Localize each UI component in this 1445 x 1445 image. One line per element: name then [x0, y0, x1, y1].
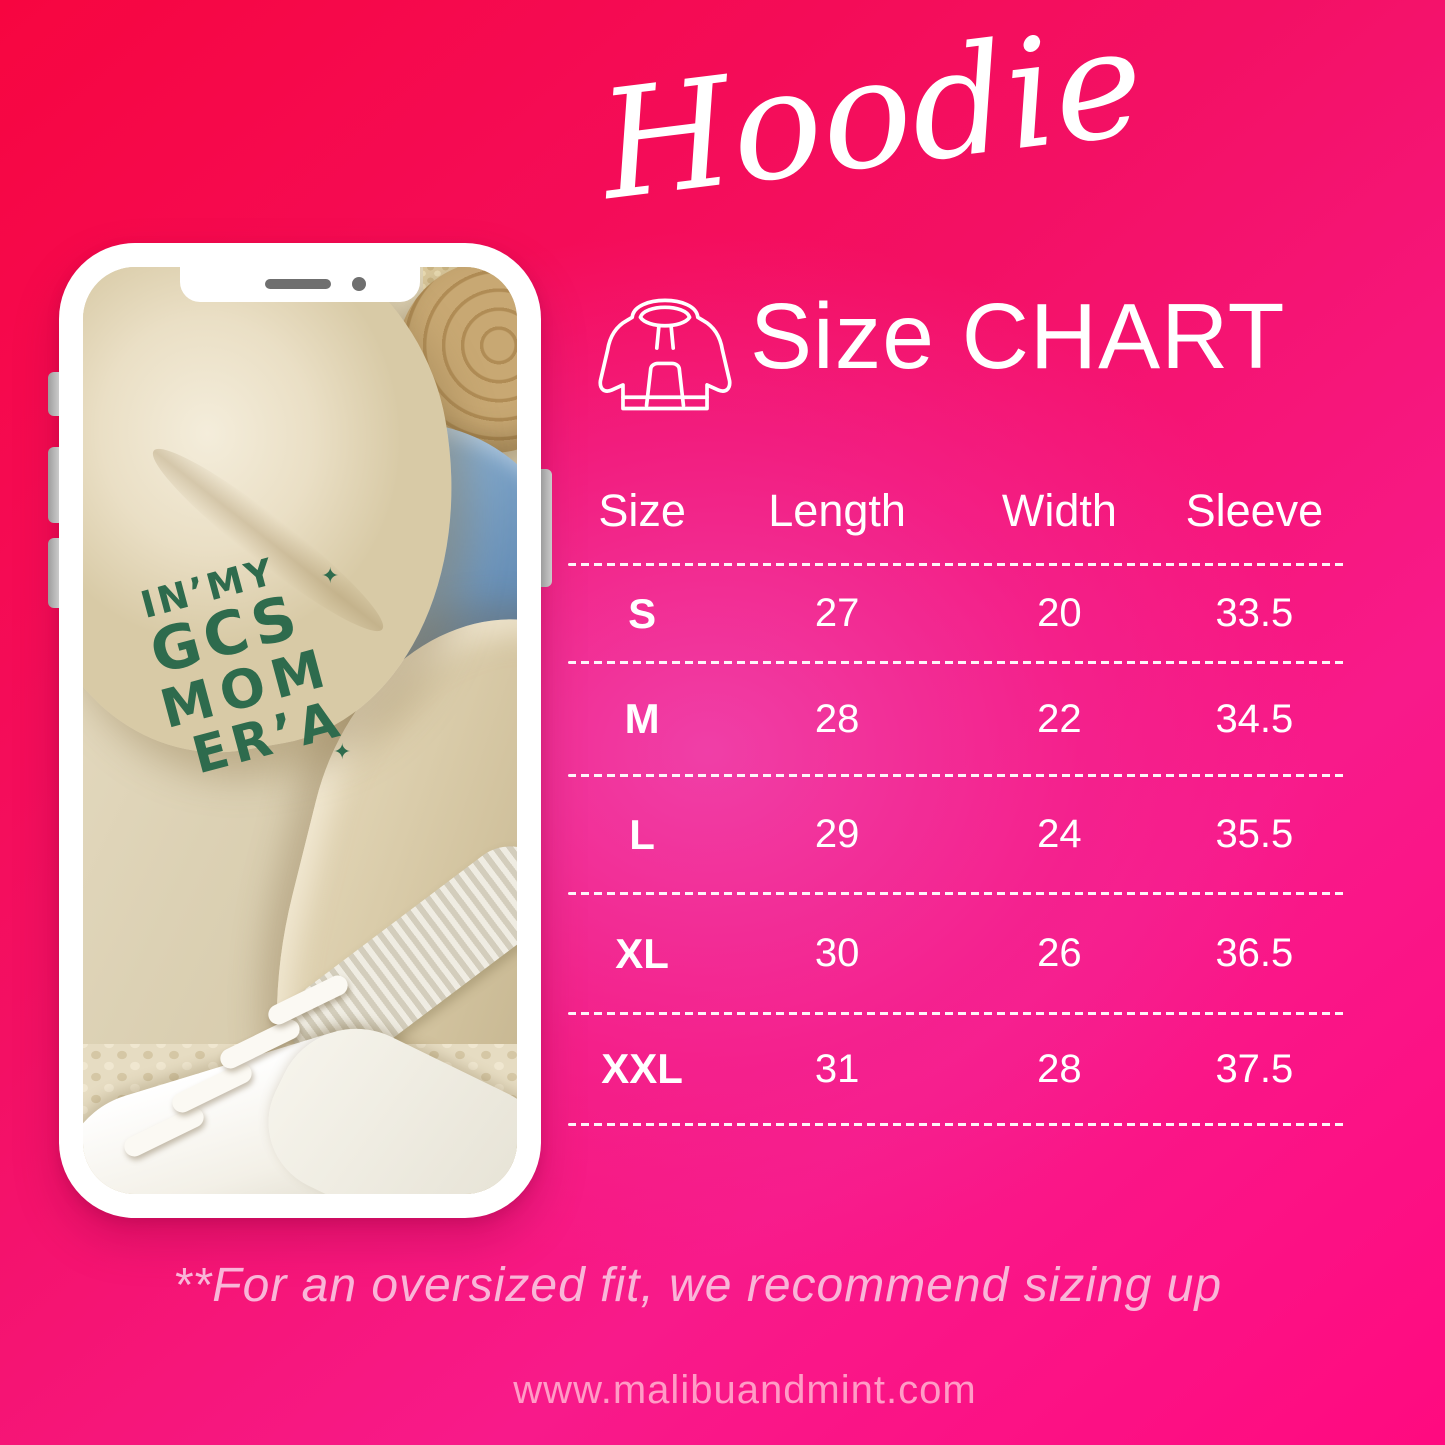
sleeve-cell: 35.5	[1215, 812, 1294, 856]
table-header-row: Size Length Width Sleeve	[568, 458, 1348, 563]
width-cell: 20	[1037, 591, 1082, 635]
volume-up-button	[48, 447, 59, 523]
page-title: Size CHART	[750, 284, 1286, 388]
size-cell: S	[628, 589, 657, 637]
sparkle-icon: ✦	[333, 739, 352, 764]
dashed-divider	[568, 1123, 1348, 1126]
width-cell: 26	[1037, 931, 1082, 975]
volume-down-button	[48, 538, 59, 608]
column-header-length: Length	[768, 484, 906, 536]
length-cell: 30	[814, 931, 860, 975]
camera-dot-icon	[352, 277, 366, 291]
size-cell: XXL	[601, 1045, 683, 1092]
size-cell: XL	[615, 929, 669, 977]
length-cell: 27	[814, 591, 860, 635]
speaker-grille-icon	[265, 279, 331, 289]
dashed-divider	[568, 563, 1348, 566]
table-row: XXL 31 28 37.5	[568, 1015, 1348, 1123]
dashed-divider	[568, 892, 1348, 895]
table-row: XL 30 26 36.5	[568, 895, 1348, 1012]
hoodie-product-photo: IN’MY GCS MOM ER’A ✦ ✦	[83, 267, 517, 1194]
dashed-divider	[568, 661, 1348, 664]
website-url: www.malibuandmint.com	[513, 1368, 977, 1412]
size-cell: M	[624, 695, 660, 742]
sparkle-icon: ✦	[321, 563, 340, 588]
oversized-fit-note: **For an oversized fit, we recommend siz…	[172, 1259, 1223, 1312]
column-header-width: Width	[1001, 484, 1117, 536]
table-row: L 29 24 35.5	[568, 777, 1348, 892]
length-cell: 28	[814, 696, 860, 741]
length-cell: 31	[814, 1046, 860, 1091]
column-header-sleeve: Sleeve	[1185, 484, 1324, 536]
dashed-divider	[568, 1012, 1348, 1015]
table-row: M 28 22 34.5	[568, 664, 1348, 774]
size-table: Size Length Width Sleeve S 27 20 33.5 M …	[568, 458, 1348, 1126]
mute-switch	[48, 372, 59, 416]
table-row: S 27 20 33.5	[568, 566, 1348, 661]
sleeve-cell: 33.5	[1215, 591, 1294, 635]
phone-notch	[180, 267, 420, 302]
length-cell: 29	[814, 812, 860, 856]
sleeve-cell: 37.5	[1215, 1046, 1294, 1091]
width-cell: 24	[1037, 812, 1082, 856]
script-title: Hoodie	[591, 0, 1153, 235]
column-header-size: Size	[598, 484, 686, 536]
width-cell: 28	[1037, 1046, 1082, 1091]
sleeve-cell: 36.5	[1215, 931, 1294, 975]
phone-mockup: IN’MY GCS MOM ER’A ✦ ✦	[48, 243, 552, 1218]
size-cell: L	[629, 810, 655, 858]
dashed-divider	[568, 774, 1348, 777]
sleeve-cell: 34.5	[1215, 696, 1294, 741]
width-cell: 22	[1037, 696, 1082, 741]
phone-screen: IN’MY GCS MOM ER’A ✦ ✦	[83, 267, 517, 1194]
power-button	[541, 469, 552, 587]
hoodie-icon	[598, 298, 732, 411]
